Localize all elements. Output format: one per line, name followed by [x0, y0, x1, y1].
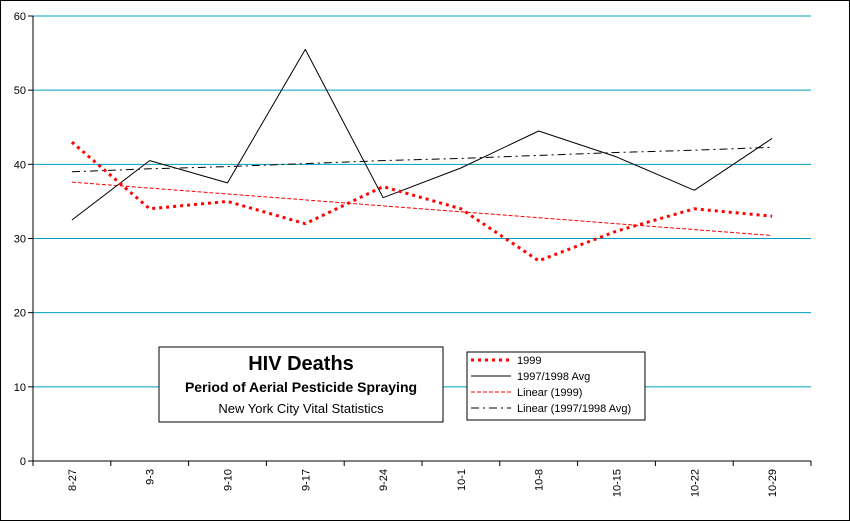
chart-source: New York City Vital Statistics: [218, 401, 384, 416]
legend-label-3: Linear (1997/1998 Avg): [517, 403, 631, 415]
series-lines: [70, 48, 773, 263]
chart-title-box: HIV Deaths Period of Aerial Pesticide Sp…: [158, 346, 444, 423]
legend-label-2: Linear (1999): [517, 387, 582, 399]
y-tick-label-6: 60: [14, 11, 26, 23]
series-line-0: [70, 140, 773, 263]
x-tick-label-1: 9-3: [145, 469, 157, 485]
y-tick-label-2: 20: [14, 308, 26, 320]
y-tick-label-0: 0: [20, 456, 26, 468]
x-tick-label-8: 10-22: [689, 469, 701, 497]
legend-label-1: 1997/1998 Avg: [517, 371, 590, 383]
x-tick-label-2: 9-10: [223, 469, 235, 491]
x-tick-label-5: 10-1: [456, 469, 468, 491]
series-line-1: [71, 48, 773, 221]
x-tick-label-6: 10-8: [534, 469, 546, 491]
y-tick-label-1: 10: [14, 382, 26, 394]
y-tick-label-5: 50: [14, 85, 26, 97]
legend-label-0: 1999: [517, 355, 541, 367]
x-tick-label-4: 9-24: [378, 469, 390, 491]
x-tick-label-7: 10-15: [612, 469, 624, 497]
y-tick-label-4: 40: [14, 159, 26, 171]
axes: 0 10 20 30 40 50 60 8-27 9-3 9-10 9-17 9-24 10-1 10-8…: [14, 11, 812, 497]
x-tick-label-3: 9-17: [300, 469, 312, 491]
legend: 1999 1997/1998 Avg Linear (1999) Linear (19…: [466, 351, 646, 421]
x-tick-label-0: 8-27: [67, 469, 79, 491]
series-line-3: [71, 146, 773, 173]
x-tick-label-9: 10-29: [767, 469, 779, 497]
y-tick-label-3: 30: [14, 234, 26, 246]
chart-subtitle: Period of Aerial Pesticide Spraying: [185, 379, 417, 395]
chart-title: HIV Deaths: [248, 353, 354, 375]
series-line-2: [71, 181, 773, 236]
gridlines: [33, 15, 811, 388]
